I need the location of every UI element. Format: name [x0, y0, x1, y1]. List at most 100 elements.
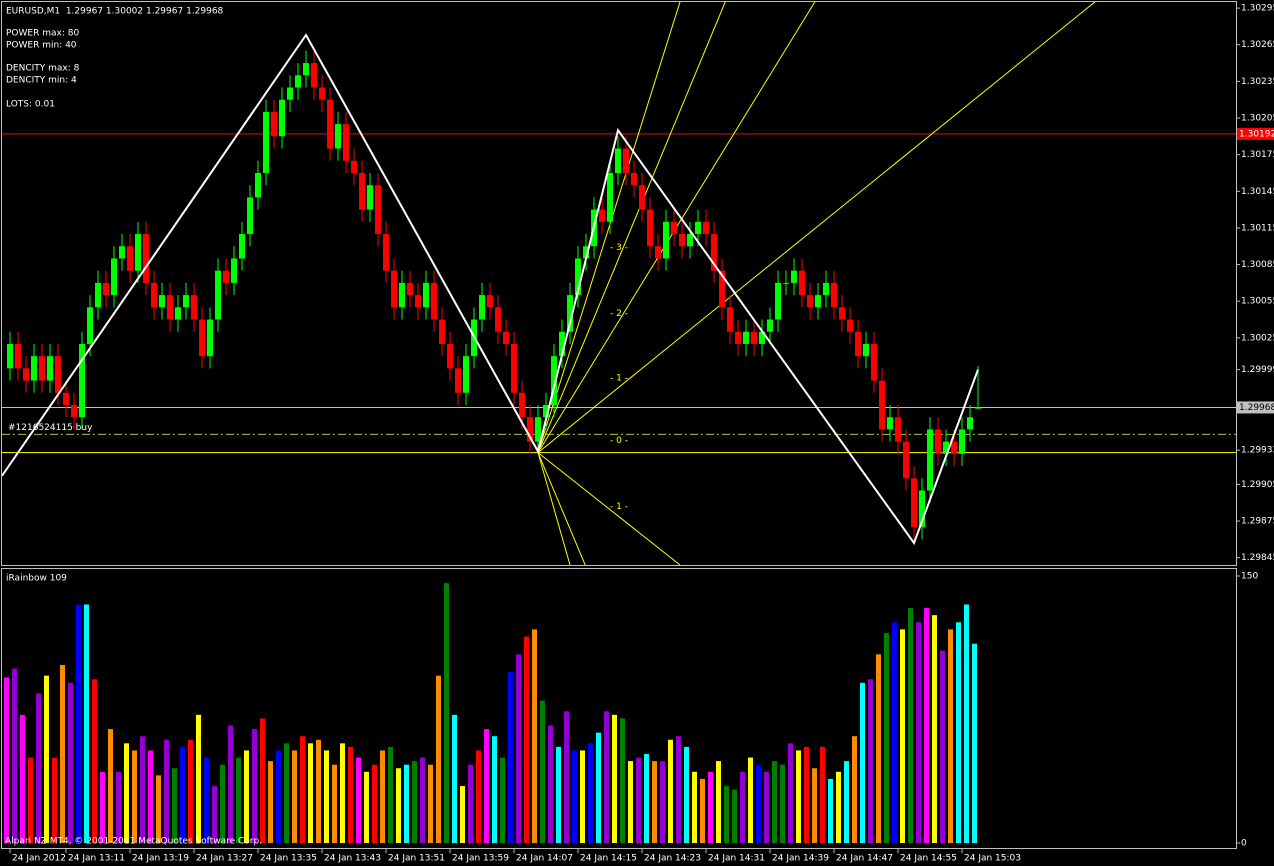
candle-body: [79, 343, 85, 418]
candle-body: [159, 295, 165, 308]
indicator-plot: [4, 583, 977, 843]
candle-body: [463, 356, 469, 393]
candle-body: [735, 331, 741, 344]
candle-body: [527, 417, 533, 442]
candle-body: [359, 172, 365, 210]
histogram-bar: [676, 736, 681, 843]
indicator-panel-frame: [1, 568, 1237, 849]
price-label-box: [1237, 127, 1274, 140]
candle-body: [215, 270, 221, 320]
annotation: DENCITY min: 4: [6, 76, 77, 86]
histogram-bar: [212, 786, 217, 843]
histogram-bar: [188, 739, 193, 843]
histogram-bar: [196, 714, 201, 843]
chart-title: EURUSD,M1 1.29967 1.30002 1.29967 1.2996…: [6, 7, 224, 17]
candle-body: [55, 356, 61, 393]
candle-body: [447, 343, 453, 369]
histogram-bar: [756, 764, 761, 843]
candle-body: [271, 111, 277, 137]
candle-body: [39, 356, 45, 381]
candle-body: [31, 356, 37, 381]
histogram-bar: [300, 736, 305, 843]
histogram-bar: [308, 743, 313, 843]
annotation: LOTS: 0.01: [6, 100, 55, 110]
candle-body: [119, 246, 125, 259]
histogram-bar: [804, 746, 809, 843]
histogram-bar: [284, 743, 289, 843]
histogram-bar: [748, 757, 753, 843]
histogram-bar: [540, 700, 545, 843]
candle-body: [351, 160, 357, 173]
histogram-bar: [564, 711, 569, 843]
x-tick-label: 24 Jan 14:07: [516, 854, 573, 864]
histogram-bar: [92, 679, 97, 843]
fan-line: [537, 2, 1096, 454]
histogram-bar: [908, 608, 913, 843]
candle-body: [727, 307, 733, 332]
copyright: Alpari NZ MT4, © 2001-2011 MetaQuotes So…: [5, 837, 262, 847]
histogram-bar: [236, 757, 241, 843]
histogram-bar: [740, 771, 745, 843]
histogram-bar: [380, 750, 385, 843]
fan-level-label: - 3 -: [610, 243, 628, 253]
candle-body: [831, 282, 837, 308]
x-tick-label: 24 Jan 2012: [12, 854, 66, 864]
candle-body: [575, 258, 581, 296]
candle-body: [23, 368, 29, 381]
candle-body: [879, 380, 885, 430]
candle-body: [431, 282, 437, 320]
histogram-bar: [332, 764, 337, 843]
candle-body: [951, 441, 957, 454]
candle-body: [911, 478, 917, 528]
candle-body: [855, 331, 861, 357]
histogram-bar: [708, 771, 713, 843]
histogram-bar: [364, 771, 369, 843]
histogram-bar: [716, 761, 721, 843]
histogram-bar: [220, 764, 225, 843]
candle-body: [607, 172, 613, 222]
candle-body: [639, 185, 645, 210]
candle-body: [663, 221, 669, 259]
histogram-bar: [404, 764, 409, 843]
x-tick-label: 24 Jan 13:27: [196, 854, 253, 864]
candle-body: [391, 270, 397, 308]
candle-body: [679, 234, 685, 247]
histogram-bar: [612, 714, 617, 843]
candle-body: [143, 234, 149, 283]
histogram-bar: [252, 729, 257, 843]
histogram-bar: [628, 761, 633, 843]
histogram-bar: [396, 768, 401, 843]
histogram-bar: [516, 654, 521, 843]
candle-body: [71, 405, 77, 418]
y-tick-label: 1.29845: [1241, 553, 1274, 563]
histogram-bar: [684, 746, 689, 843]
histogram-bar: [172, 768, 177, 843]
candle-body: [175, 307, 181, 320]
histogram-bar: [476, 750, 481, 843]
candle-body: [207, 319, 213, 357]
y-tick-label: 1.29875: [1241, 517, 1274, 527]
candle-body: [767, 319, 773, 332]
histogram-bar: [436, 675, 441, 843]
price-panel-frame: [1, 1, 1237, 566]
histogram-bar: [772, 761, 777, 843]
histogram-bar: [292, 750, 297, 843]
candle-body: [687, 234, 693, 247]
candle-body: [487, 295, 493, 308]
histogram-bar: [884, 632, 889, 843]
candle-body: [815, 295, 821, 308]
candle-body: [647, 209, 653, 247]
indicator-title: iRainbow 109: [6, 574, 67, 584]
candle-body: [455, 368, 461, 393]
histogram-bar: [948, 629, 953, 843]
histogram-bar: [372, 764, 377, 843]
histogram-bar: [492, 736, 497, 843]
histogram-bar: [796, 750, 801, 843]
candle-body: [63, 392, 69, 406]
histogram-bar: [556, 746, 561, 843]
histogram-bar: [508, 672, 513, 843]
candle-body: [127, 246, 133, 271]
histogram-bar: [892, 622, 897, 843]
candle-body: [975, 407, 981, 409]
histogram-bar: [668, 739, 673, 843]
